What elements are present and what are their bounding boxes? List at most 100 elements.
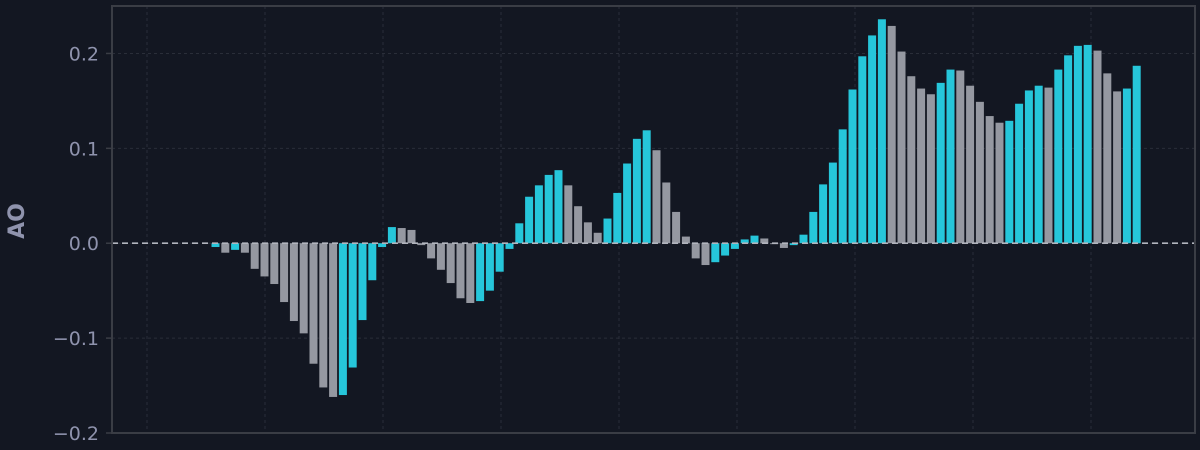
histogram-bar	[309, 243, 318, 364]
histogram-bar	[358, 243, 367, 321]
histogram-bar	[652, 150, 661, 244]
histogram-bar	[250, 243, 259, 269]
histogram-bar	[799, 234, 808, 244]
histogram-bar	[662, 182, 671, 244]
histogram-bar	[270, 243, 279, 285]
histogram-bar	[1015, 103, 1024, 244]
plot-frame	[111, 5, 1196, 434]
histogram-bar	[564, 185, 573, 244]
histogram-bar	[858, 56, 867, 244]
y-tick-label: 0.2	[69, 43, 99, 65]
histogram-bar	[730, 243, 739, 249]
histogram-bar	[525, 196, 534, 244]
histogram-bar	[368, 243, 377, 281]
histogram-bar	[280, 243, 289, 303]
histogram-bar	[436, 243, 445, 270]
histogram-bar	[260, 243, 269, 277]
histogram-bar	[1034, 85, 1043, 244]
histogram-bar	[515, 223, 524, 244]
histogram-bar	[1024, 90, 1033, 244]
histogram-bar	[319, 243, 328, 388]
histogram-bar	[1103, 73, 1112, 244]
histogram-bar	[779, 243, 788, 248]
histogram-bar	[975, 101, 984, 244]
histogram-bar	[505, 243, 514, 249]
histogram-bar	[848, 89, 857, 244]
histogram-bar	[574, 206, 583, 244]
histogram-bar	[887, 25, 896, 244]
histogram-bar	[1083, 44, 1092, 244]
histogram-bar	[750, 235, 759, 244]
histogram-bar	[995, 122, 1004, 244]
histogram-bar	[1132, 65, 1141, 244]
histogram-bar	[485, 243, 494, 291]
histogram-bar	[1054, 69, 1063, 244]
histogram-bar	[711, 243, 720, 263]
y-axis-label: AO	[5, 203, 30, 239]
histogram-bar	[378, 243, 387, 248]
histogram-bar	[1073, 45, 1082, 244]
histogram-bar	[476, 243, 485, 302]
histogram-bar	[809, 211, 818, 244]
histogram-bar	[789, 243, 798, 246]
histogram-bar	[299, 243, 308, 334]
histogram-bar	[740, 239, 749, 244]
histogram-bar	[760, 238, 769, 244]
histogram-bar	[966, 85, 975, 244]
y-axis-ticks: −0.2 −0.1 0.0 0.1 0.2	[53, 43, 112, 445]
histogram-bar	[387, 227, 396, 244]
y-tick-label: −0.1	[53, 328, 99, 350]
histogram-bar	[936, 82, 945, 244]
y-tick-label: 0.0	[69, 233, 99, 255]
histogram-bar	[1113, 91, 1122, 244]
histogram-bar	[603, 218, 612, 244]
histogram-bar	[495, 243, 504, 272]
histogram-bar	[583, 222, 592, 244]
histogram-bar	[348, 243, 357, 368]
histogram-bar	[721, 243, 730, 256]
histogram-bar	[868, 35, 877, 244]
histogram-bar	[672, 211, 681, 244]
histogram-bar	[554, 170, 563, 244]
histogram-bar	[1093, 50, 1102, 244]
histogram-bar	[613, 192, 622, 244]
histogram-bar	[446, 243, 455, 284]
histogram-bar	[897, 51, 906, 244]
histogram-bar	[534, 185, 543, 244]
histogram-bar	[231, 243, 240, 250]
histogram-bar	[1005, 120, 1014, 244]
histogram-bar	[623, 163, 632, 244]
histogram-bar	[917, 88, 926, 244]
histogram-bar	[1122, 88, 1131, 244]
histogram-bar	[289, 243, 298, 322]
histogram-bar	[907, 76, 916, 244]
bars-group	[211, 19, 1141, 397]
histogram-bar	[946, 69, 955, 244]
histogram-bar	[1064, 55, 1073, 244]
histogram-bar	[240, 243, 249, 253]
histogram-bar	[926, 94, 935, 244]
histogram-bar	[456, 243, 465, 299]
histogram-bar	[956, 70, 965, 244]
histogram-bar	[877, 19, 886, 244]
histogram-bar	[329, 243, 338, 397]
histogram-bar	[338, 243, 347, 396]
histogram-bar	[819, 184, 828, 244]
y-tick-label: −0.2	[53, 423, 99, 445]
histogram-bar	[544, 174, 553, 244]
histogram-bar	[221, 243, 230, 253]
histogram-bar	[407, 229, 416, 244]
histogram-bar	[985, 116, 994, 244]
histogram-bar	[466, 243, 475, 303]
histogram-bar	[211, 243, 220, 248]
histogram-bar	[593, 232, 602, 244]
histogram-bar	[1044, 87, 1053, 244]
histogram-bar	[642, 130, 651, 244]
histogram-bar	[691, 243, 700, 259]
histogram-bar	[397, 228, 406, 244]
histogram-bar	[417, 243, 426, 246]
histogram-bar	[828, 162, 837, 244]
histogram-bar	[701, 243, 710, 266]
histogram-bar	[427, 243, 436, 259]
